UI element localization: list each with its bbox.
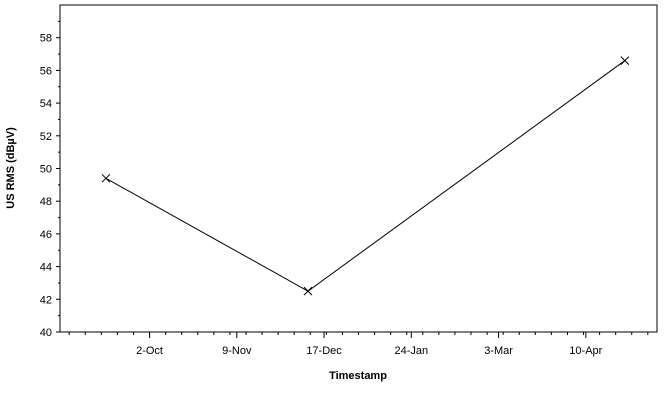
y-tick-label: 52 [40,131,52,143]
series-layer [101,56,630,296]
x-tick-label: 9-Nov [222,345,252,357]
marker-stroke [101,173,111,183]
y-tick-label: 48 [40,196,52,208]
data-point-marker [101,173,111,183]
marker-stroke [620,56,630,65]
x-tick-label: 17-Dec [306,345,342,357]
plot-area-border [59,4,658,333]
y-tick-label: 50 [40,164,52,176]
marker-stroke [303,286,313,296]
y-tick-label: 44 [40,262,52,274]
y-tick-label: 40 [40,327,52,339]
x-tick-label: 24-Jan [394,345,428,357]
y-tick-label: 42 [40,294,52,306]
y-tick-label: 58 [40,33,52,45]
y-tick-label: 46 [40,229,52,241]
x-axis-ticks: 2-Oct 9-Nov 17-Dec 24-Jan 3-Mar 10-Apr [68,332,649,357]
y-axis-ticks: 40 42 44 46 48 50 52 54 56 58 [40,20,60,339]
y-axis-title: US RMS (dBµV) [5,127,17,209]
x-axis-title: Timestamp [329,370,387,382]
x-tick-label: 10-Apr [569,345,602,357]
x-tick-label: 2-Oct [136,345,163,357]
x-tick-label: 3-Mar [484,345,513,357]
y-tick-label: 56 [40,65,52,77]
series-line [105,60,626,292]
y-tick-label: 54 [40,98,52,110]
data-point-marker [303,286,313,296]
data-point-marker [620,56,630,65]
